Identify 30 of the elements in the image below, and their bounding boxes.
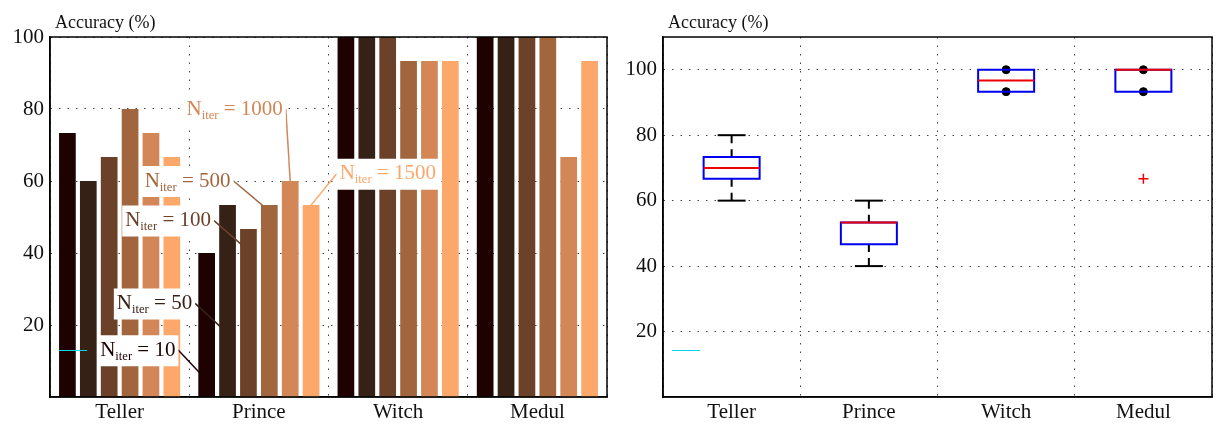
x-tick-label: Medul [1115, 399, 1171, 424]
bar [581, 61, 598, 397]
x-tick-label: Medul [509, 399, 565, 424]
y-tick-label: 100 [625, 56, 657, 81]
bar [476, 37, 494, 397]
bar [518, 37, 536, 397]
x-tick-label: Prince [232, 399, 286, 424]
bar [79, 181, 97, 397]
y-tick-label: 60 [636, 187, 657, 212]
bar [539, 37, 557, 397]
x-tick-label: Witch [980, 399, 1032, 424]
bar [497, 37, 515, 397]
y-tick-label: 40 [636, 252, 657, 277]
y-tick-label: 20 [23, 311, 44, 336]
y-tick-label: 20 [636, 318, 657, 343]
y-tick-label: 80 [636, 121, 657, 146]
y-tick-label: 60 [23, 167, 44, 192]
bar [441, 61, 459, 397]
bar [59, 133, 76, 397]
bar [560, 156, 578, 397]
y-tick-label: 100 [12, 23, 44, 48]
y-axis-title: Accuracy (%) [55, 11, 156, 33]
x-tick-label: Teller [707, 399, 756, 424]
x-tick-label: Teller [95, 399, 144, 424]
y-tick-label: 80 [23, 95, 44, 120]
x-tick-label: Witch [372, 399, 424, 424]
y-axis-title: Accuracy (%) [668, 11, 769, 33]
bar [379, 37, 397, 397]
y-tick-label: 40 [23, 239, 44, 264]
x-tick-label: Prince [842, 399, 896, 424]
